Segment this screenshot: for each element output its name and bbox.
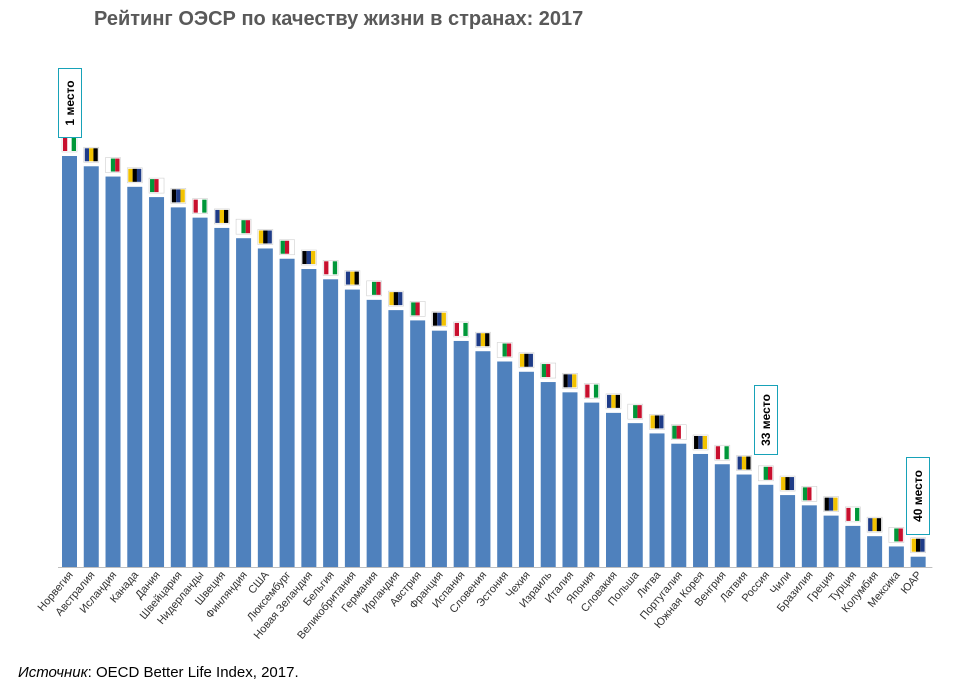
lithuania-flag-icon xyxy=(649,414,665,430)
bar-23 xyxy=(540,382,556,567)
chart-title: Рейтинг ОЭСР по качеству жизни в странах… xyxy=(94,8,584,30)
bar-30 xyxy=(693,453,709,567)
bar-20 xyxy=(475,351,491,567)
bar-1 xyxy=(62,156,77,567)
finland-flag-icon xyxy=(235,218,252,235)
slovakia-flag-icon xyxy=(605,393,622,410)
germany-flag-icon xyxy=(366,280,382,297)
france-flag-icon xyxy=(431,311,448,327)
bar-39 xyxy=(888,546,904,567)
bar-4 xyxy=(127,186,143,567)
bar-3 xyxy=(105,176,121,568)
hungary-flag-icon xyxy=(714,444,731,461)
netherlands-flag-icon xyxy=(192,198,208,214)
bar-9 xyxy=(236,238,252,567)
south-africa-flag-icon xyxy=(910,537,926,554)
bar-32 xyxy=(736,474,752,567)
czech-flag-icon xyxy=(518,352,535,369)
rank-callout-label: 40 место xyxy=(911,469,926,522)
new-zealand-flag-icon xyxy=(301,249,317,266)
iceland-flag-icon xyxy=(105,157,121,173)
bar-33 xyxy=(758,484,774,567)
belgium-flag-icon xyxy=(322,259,339,276)
bar-22 xyxy=(518,371,534,567)
source-prefix: Источник xyxy=(18,664,88,681)
bar-18 xyxy=(431,330,447,567)
bar-6 xyxy=(170,207,186,567)
ireland-flag-icon xyxy=(388,290,404,307)
spain-flag-icon xyxy=(453,321,469,338)
rank-callout: 1 место xyxy=(57,68,82,138)
slovenia-flag-icon xyxy=(475,331,491,348)
estonia-flag-icon xyxy=(496,342,513,358)
rank-callout-label: 33 место xyxy=(758,393,773,446)
bar-21 xyxy=(497,361,513,567)
bar-28 xyxy=(649,433,665,567)
bar-10 xyxy=(257,248,273,567)
greece-flag-icon xyxy=(823,496,839,512)
bar-11 xyxy=(279,258,295,567)
bar-15 xyxy=(366,299,382,567)
mexico-flag-icon xyxy=(888,527,905,543)
bar-19 xyxy=(453,340,469,567)
usa-flag-icon xyxy=(257,229,274,245)
bar-8 xyxy=(214,227,230,568)
bar-2 xyxy=(83,166,99,567)
bar-34 xyxy=(780,495,796,567)
bar-40 xyxy=(910,556,926,567)
south-korea-flag-icon xyxy=(692,434,709,451)
bar-7 xyxy=(192,217,208,567)
bar-29 xyxy=(671,443,687,567)
canada-flag-icon xyxy=(126,167,143,184)
bar-37 xyxy=(845,525,861,567)
bar-27 xyxy=(627,423,643,567)
bar-12 xyxy=(301,269,317,567)
rank-callout: 33 место xyxy=(753,384,778,455)
israel-flag-icon xyxy=(540,362,557,379)
bar-25 xyxy=(584,402,600,567)
norway-flag-icon xyxy=(61,136,78,153)
uk-flag-icon xyxy=(344,270,361,286)
bar-36 xyxy=(823,515,839,567)
switzerland-flag-icon xyxy=(170,188,187,204)
luxembourg-flag-icon xyxy=(279,239,295,256)
rank-callout-label: 1 место xyxy=(62,80,77,126)
rank-callout: 40 место xyxy=(906,456,931,535)
flags-layer xyxy=(61,136,926,554)
portugal-flag-icon xyxy=(670,424,687,441)
bar-5 xyxy=(149,197,165,567)
source-note: Источник: OECD Better Life Index, 2017. xyxy=(18,664,299,681)
bar-35 xyxy=(801,505,817,567)
poland-flag-icon xyxy=(627,403,644,420)
bar-24 xyxy=(562,392,578,567)
australia-flag-icon xyxy=(83,146,100,163)
colombia-flag-icon xyxy=(866,516,883,533)
chile-flag-icon xyxy=(779,475,796,492)
austria-flag-icon xyxy=(409,301,426,317)
bar-31 xyxy=(714,464,730,567)
bar-26 xyxy=(606,412,621,567)
russia-flag-icon xyxy=(758,465,774,482)
bar-13 xyxy=(323,279,339,567)
bar-16 xyxy=(388,310,404,567)
sweden-flag-icon xyxy=(214,208,230,225)
brazil-flag-icon xyxy=(801,486,818,502)
italy-flag-icon xyxy=(562,373,578,389)
turkey-flag-icon xyxy=(845,506,861,523)
bar-38 xyxy=(867,536,883,567)
bar-14 xyxy=(344,289,360,567)
latvia-flag-icon xyxy=(736,455,752,471)
denmark-flag-icon xyxy=(148,177,165,194)
bar-17 xyxy=(410,320,426,567)
x-tick-label: ЮАР xyxy=(899,569,925,596)
source-text: : OECD Better Life Index, 2017. xyxy=(87,664,299,681)
japan-flag-icon xyxy=(583,383,600,399)
